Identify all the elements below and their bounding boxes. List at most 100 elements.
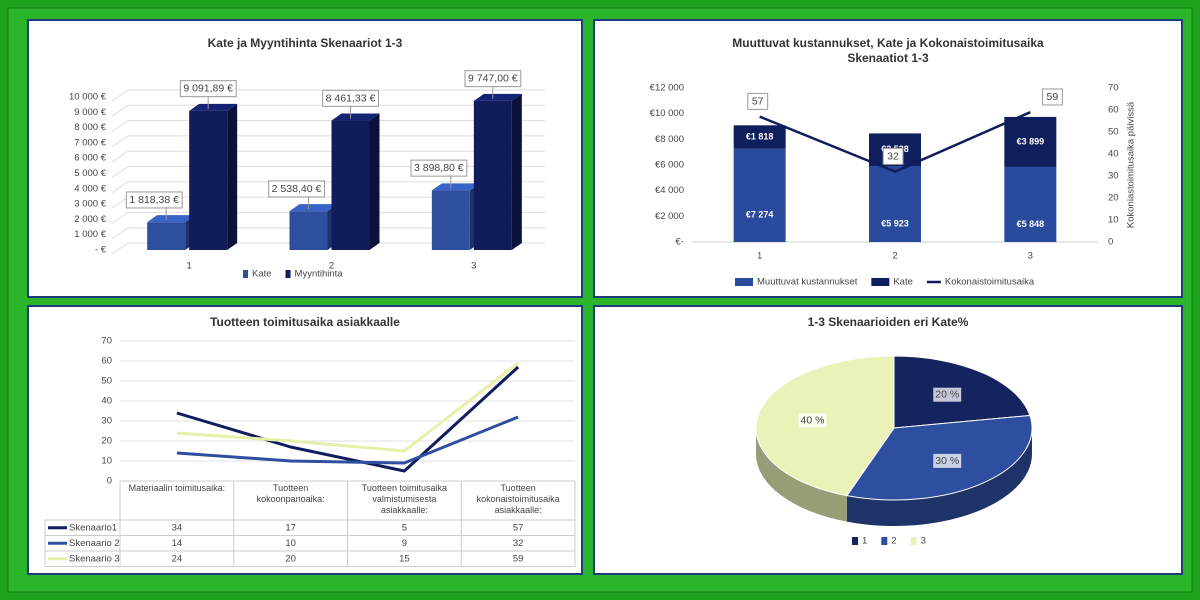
x-category-label: Tuotteen kokonaistoimitusaika asiakkaall… — [476, 483, 560, 515]
bar — [331, 120, 370, 250]
pie-slice — [893, 355, 1031, 429]
label-box — [933, 387, 962, 402]
table-cell: 15 — [399, 553, 410, 564]
x-tick-label: 1 — [757, 251, 762, 262]
chart-title: 1-3 Skenaarioiden eri Kate% — [808, 315, 969, 329]
y-tick-label: 60 — [101, 356, 112, 367]
x-category-label: Materiaalin toimitusaika: — [128, 483, 226, 493]
line — [176, 365, 520, 473]
x-category-label-box: Tuotteen toimitusaika valmistumisesta as… — [362, 483, 447, 515]
data-label: 2 538,40 € — [272, 183, 322, 195]
x-category-label: Tuotteen kokoonpanoaika: — [256, 483, 325, 504]
y-tick-label: 2 000 € — [74, 214, 106, 225]
legend-swatch — [881, 537, 888, 545]
table-cell: 34 — [172, 522, 183, 533]
grid-line — [111, 89, 545, 102]
y2-tick-label: 50 — [1108, 127, 1119, 138]
table-cell: 20 — [285, 553, 296, 564]
grid-line — [111, 135, 545, 148]
chart-title: Muuttuvat kustannukset, Kate ja Kokonais… — [732, 36, 1044, 65]
data-label: 32 — [887, 150, 899, 162]
label-box — [747, 92, 769, 110]
table-cell: 32 — [513, 538, 524, 549]
legend-label: Myyntihinta — [295, 269, 344, 280]
label-box — [410, 159, 468, 177]
data-label: €1 818 — [746, 131, 774, 141]
x-tick-label: 2 — [892, 251, 897, 262]
x-tick-label: 1 — [187, 261, 192, 272]
y-tick-label: €6 000 — [655, 160, 684, 171]
bar-top — [431, 183, 480, 191]
x-tick-label: 3 — [1028, 251, 1033, 262]
y-tick-label: 10 — [101, 456, 112, 467]
grid-line — [111, 120, 545, 133]
bar — [1004, 166, 1057, 242]
y-tick-label: 6 000 € — [74, 153, 106, 164]
table-cell: 57 — [513, 522, 524, 533]
bar-top — [189, 103, 238, 111]
chart-title-box: Muuttuvat kustannukset, Kate ja Kokonais… — [732, 36, 1044, 65]
data-label: €5 848 — [1017, 219, 1045, 229]
grid-line — [111, 166, 545, 178]
line — [176, 415, 519, 465]
table-cell: 17 — [285, 522, 296, 533]
table-cell: 14 — [172, 538, 183, 549]
legend-swatch — [285, 270, 291, 278]
bar-top — [147, 215, 196, 223]
data-label: 9 091,89 € — [183, 83, 233, 95]
data-label: €7 274 — [746, 210, 774, 220]
legend-swatch — [910, 537, 917, 545]
data-label: 9 747,00 € — [468, 73, 518, 85]
pie-side — [756, 428, 847, 522]
table-cell: 59 — [513, 553, 524, 564]
table-cell: 24 — [172, 553, 183, 564]
data-label: 30 % — [935, 455, 959, 467]
y-tick-label: 0 — [107, 476, 112, 487]
data-label: 59 — [1046, 91, 1058, 103]
bar-top — [331, 113, 380, 121]
y-tick-label: €- — [676, 237, 684, 248]
y2-tick-label: 20 — [1108, 193, 1119, 204]
bar — [147, 222, 186, 250]
chart-title: Kate ja Myyntihinta Skenaariot 1-3 — [208, 36, 403, 50]
data-label: 20 % — [935, 389, 959, 401]
data-label: 40 % — [800, 414, 824, 426]
grid-line — [111, 242, 545, 255]
grid-line — [111, 181, 545, 194]
bar — [1004, 116, 1057, 167]
y2-axis-label: Kokoniastoimitusaika päivissä — [1126, 101, 1137, 228]
grid-line — [111, 227, 545, 240]
bar-side — [227, 103, 238, 251]
legend-label: Kate — [252, 269, 272, 280]
y-tick-label: - € — [95, 245, 107, 256]
y2-tick-label: 0 — [1108, 237, 1113, 248]
bar-side — [369, 113, 380, 250]
y-tick-label: 1 000 € — [74, 229, 106, 240]
bar-top — [289, 204, 338, 212]
y-tick-label: 20 — [101, 436, 112, 447]
x-category-label-box: Tuotteen kokonaistoimitusaika asiakkaall… — [476, 483, 560, 515]
y2-tick-label: 70 — [1108, 83, 1119, 94]
y-tick-label: 8 000 € — [74, 122, 106, 133]
bar — [733, 148, 786, 242]
bar — [733, 125, 786, 149]
label-box — [798, 413, 827, 428]
label-box — [933, 453, 962, 468]
label-box — [125, 191, 183, 209]
y-tick-label: €4 000 — [655, 185, 684, 196]
table-cell: 9 — [402, 538, 407, 549]
label-box — [882, 147, 904, 165]
legend-swatch — [852, 537, 858, 545]
line — [176, 361, 520, 453]
grid-line — [111, 104, 545, 117]
bar — [189, 110, 228, 251]
label-box — [1041, 88, 1063, 106]
y-tick-label: 40 — [101, 396, 112, 407]
grid-line — [111, 211, 545, 224]
legend-label: Skenaario1 — [69, 522, 117, 533]
x-tick-label: 3 — [471, 261, 476, 272]
data-label: €5 923 — [881, 218, 909, 228]
pie-side — [846, 428, 1032, 526]
